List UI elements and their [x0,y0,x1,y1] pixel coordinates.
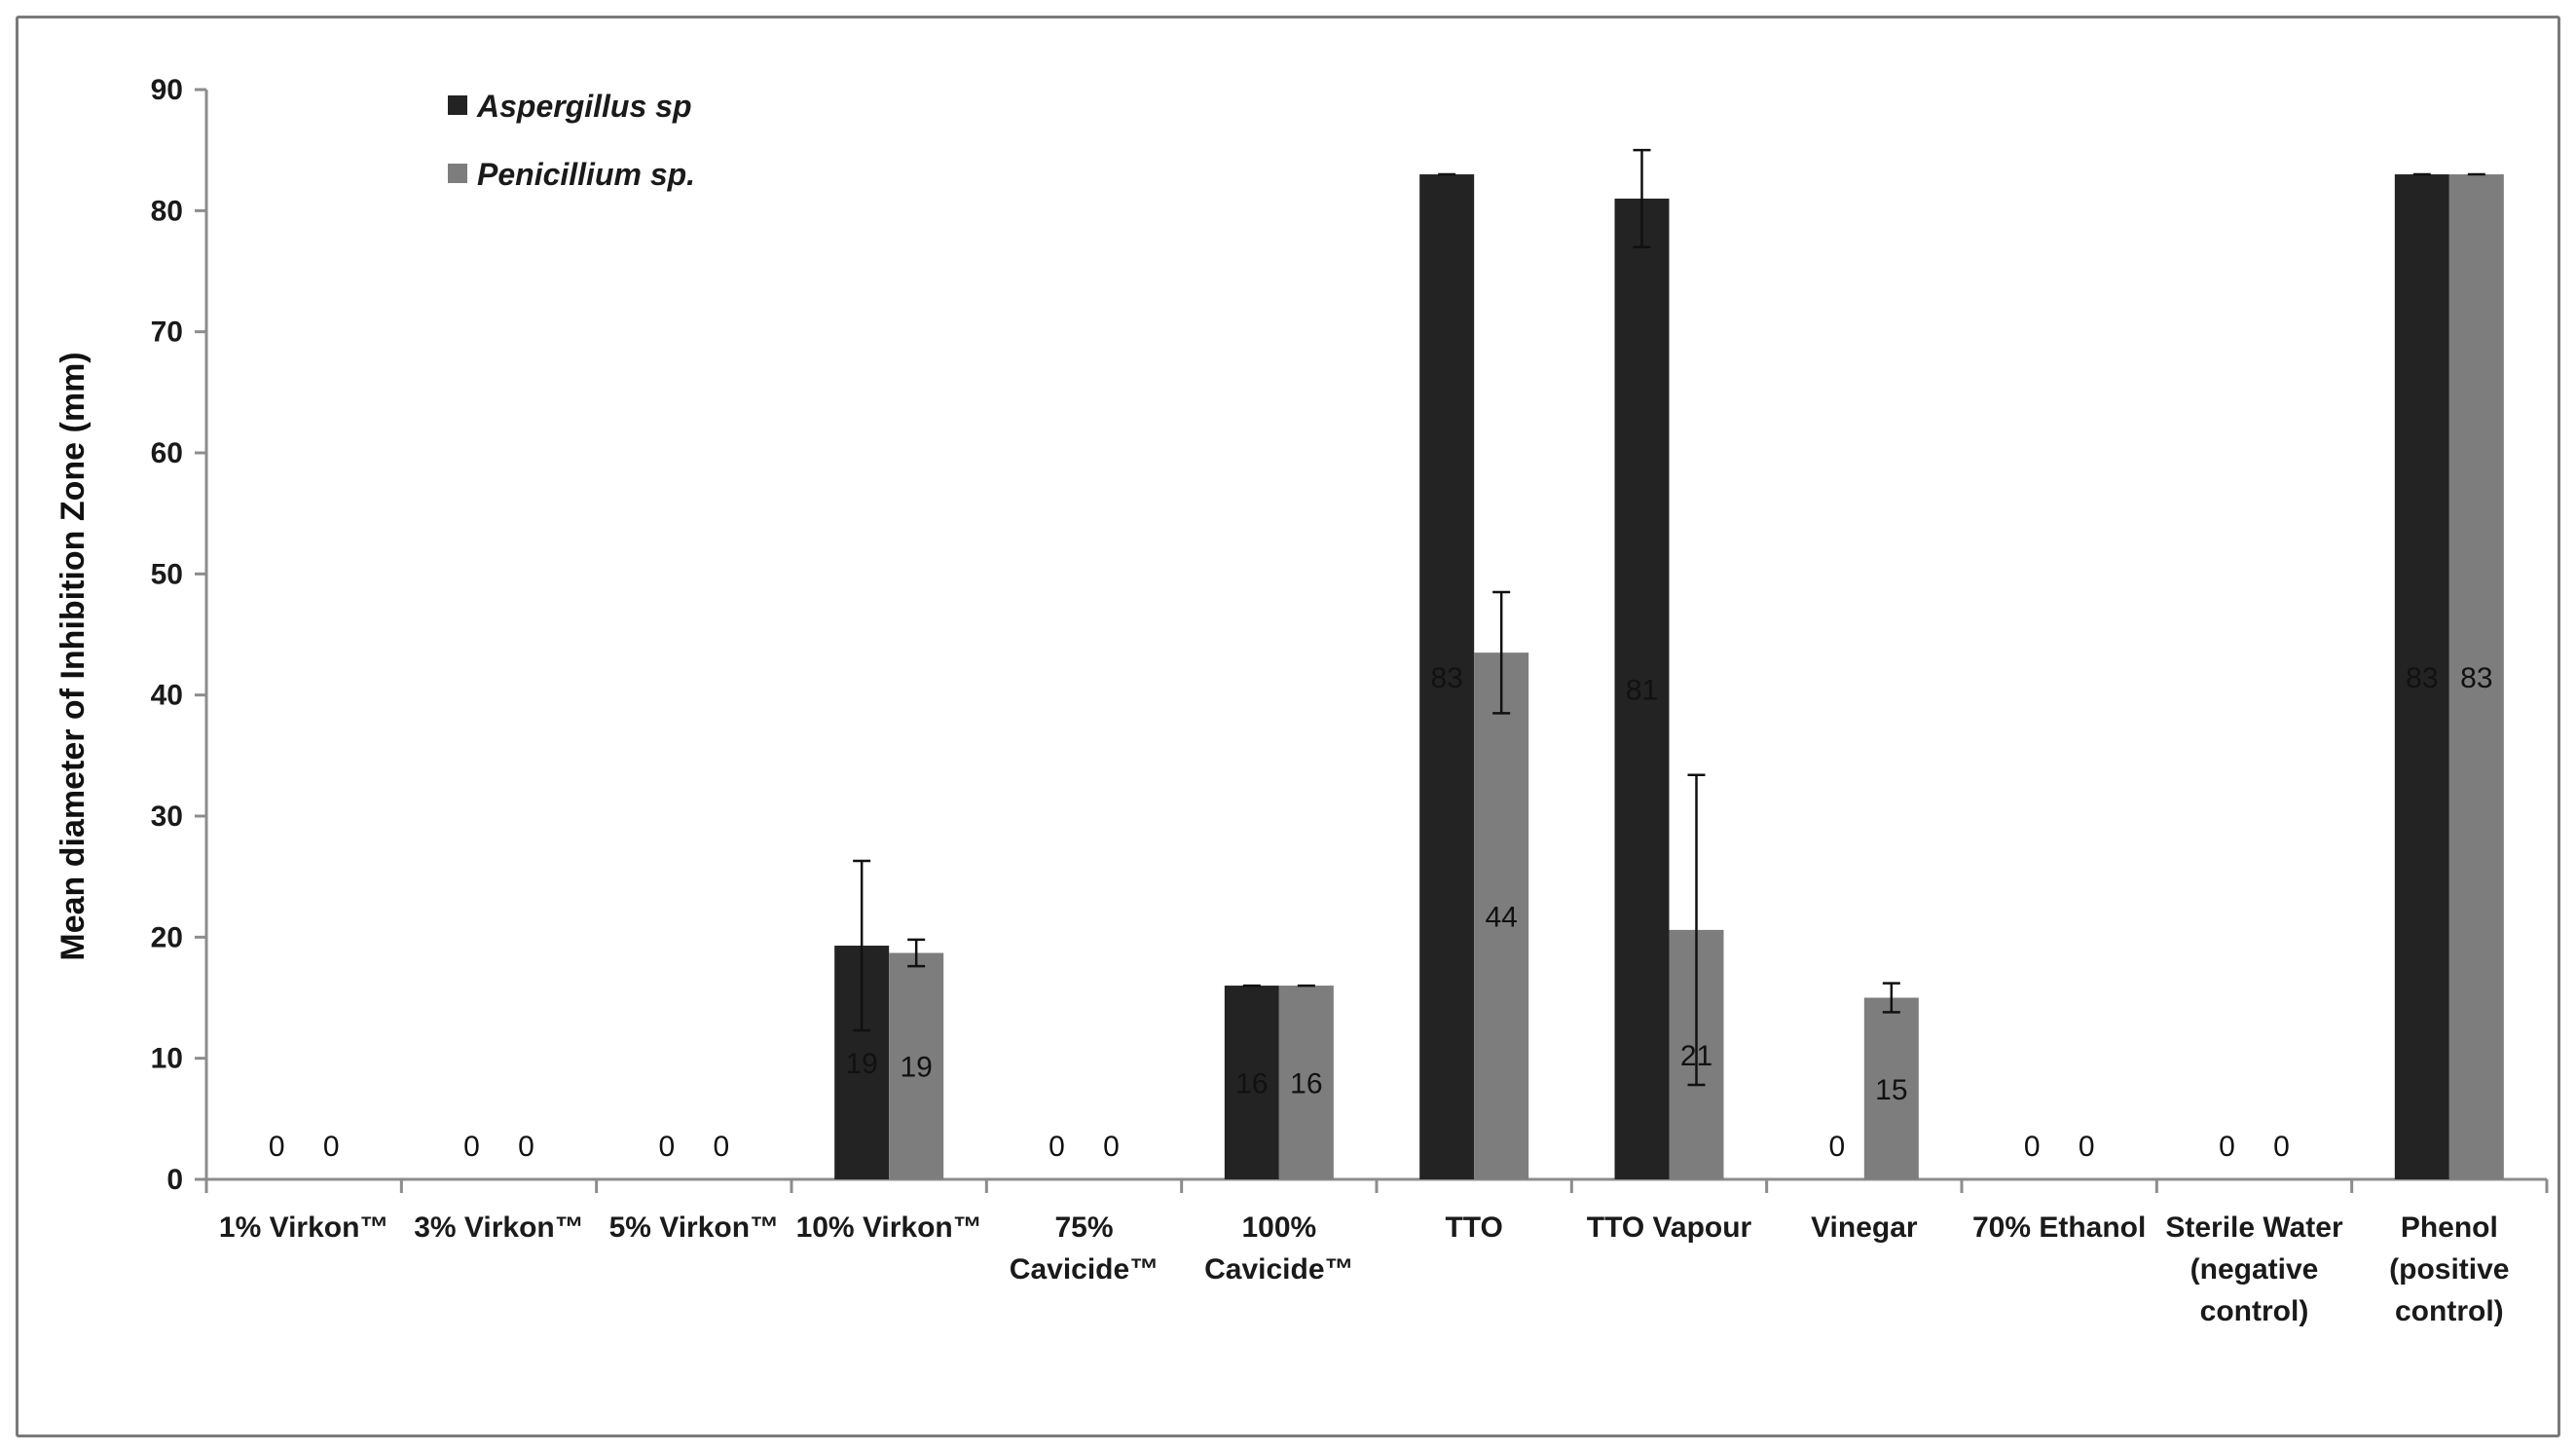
bars [834,174,2504,1180]
x-tick-label-line: Phenol [2401,1211,2498,1244]
data-label: 16 [1290,1068,1322,1100]
x-tick-label-line: (positive [2389,1253,2509,1285]
x-tick-label-line: 75% [1054,1211,1113,1244]
y-tick-label: 40 [151,680,183,712]
data-label: 0 [323,1131,340,1163]
x-tick-label: TTO [1445,1211,1502,1244]
bar [1614,198,1670,1179]
y-tick-label: 30 [151,801,183,833]
x-tick-label-line: 10% Virkon™ [796,1211,982,1244]
y-tick-label: 90 [151,74,183,106]
y-tick-label: 20 [151,921,183,953]
x-tick-label-line: 5% Virkon™ [609,1211,780,1244]
x-tick-label-line: TTO [1445,1211,1502,1244]
chart-frame [16,16,2560,1437]
data-label: 0 [463,1131,480,1163]
data-label: 0 [2219,1131,2235,1163]
bar [2394,174,2449,1180]
bar [1474,652,1529,1179]
x-tick-label: 70% Ethanol [1972,1211,2146,1244]
x-tick-label-line: control) [2200,1295,2309,1327]
bar [1419,174,1475,1180]
x-tick-label: 5% Virkon™ [609,1211,780,1244]
data-label: 19 [900,1052,932,1084]
x-tick-label-line: control) [2395,1295,2504,1327]
x-tick-label-line: (negative [2190,1253,2319,1285]
x-tick-label-line: 1% Virkon™ [219,1211,389,1244]
bar [2448,174,2504,1180]
legend-label: Aspergillus sp [476,89,692,124]
x-tick-label-line: Cavicide™ [1204,1253,1353,1285]
data-label: 0 [1103,1131,1120,1163]
x-tick-label: 1% Virkon™ [219,1211,389,1244]
data-label: 19 [845,1048,877,1080]
data-label: 83 [1430,662,1462,694]
data-label: 83 [2460,662,2492,694]
x-tick-label-line: 100% [1241,1211,1316,1244]
x-tick-label: 10% Virkon™ [796,1211,982,1244]
bar [1863,997,1919,1179]
y-axis-title: Mean diameter of Inhibition Zone (mm) [55,352,92,960]
data-label: 0 [1049,1131,1065,1163]
legend-swatch [448,164,467,183]
data-label: 44 [1485,902,1517,934]
y-tick-label: 0 [166,1164,183,1196]
axes: 0 10 20 30 40 50 60 70 80 90 1% Virkon™ 3% Virkon™ 5… [151,74,2549,1327]
x-tick-label: Phenol (positive control) [2389,1211,2509,1327]
legend-label: Penicillium sp. [477,157,695,192]
x-tick-label: 3% Virkon™ [414,1211,584,1244]
x-tick-label: TTO Vapour [1587,1211,1752,1244]
data-label: 21 [1680,1040,1712,1072]
bar [889,952,944,1179]
bar [1224,986,1279,1179]
legend-swatch [448,95,467,115]
error-bars [853,148,2485,1087]
data-label: 0 [2273,1131,2290,1163]
x-tick-label: Vinegar [1811,1211,1918,1244]
data-label: 16 [1235,1068,1268,1100]
x-tick-label-line: Sterile Water [2165,1211,2343,1244]
x-tick-label-line: TTO Vapour [1587,1211,1752,1244]
data-label: 83 [2406,662,2438,694]
data-label: 0 [1828,1131,1845,1163]
data-label: 0 [658,1131,675,1163]
y-tick-label: 70 [151,317,183,349]
x-tick-label-line: Cavicide™ [1010,1253,1159,1285]
data-label: 15 [1875,1074,1907,1106]
x-tick-label-line: 70% Ethanol [1972,1211,2146,1244]
y-tick-label: 60 [151,437,183,469]
bar [1278,986,1334,1179]
x-tick-label: 75% Cavicide™ [1010,1211,1159,1285]
data-label: 0 [713,1131,729,1163]
x-tick-label: Sterile Water (negative control) [2165,1211,2343,1327]
x-tick-label: 100% Cavicide™ [1204,1211,1353,1285]
data-label: 81 [1626,674,1658,706]
y-tick-label: 50 [151,558,183,590]
data-label: 0 [2079,1131,2095,1163]
y-tick-label: 80 [151,195,183,227]
x-tick-label-line: 3% Virkon™ [414,1211,584,1244]
data-labels: 0 0 0 19 0 16 83 81 0 0 0 83 0 0 0 19 0 16 44 21 15 0 0 83 [269,662,2493,1163]
data-label: 0 [2024,1131,2041,1163]
x-tick-label-line: Vinegar [1811,1211,1918,1244]
data-label: 0 [269,1131,285,1163]
data-label: 0 [518,1131,534,1163]
y-tick-label: 10 [151,1043,183,1075]
legend: Aspergillus sp Penicillium sp. [448,89,695,192]
